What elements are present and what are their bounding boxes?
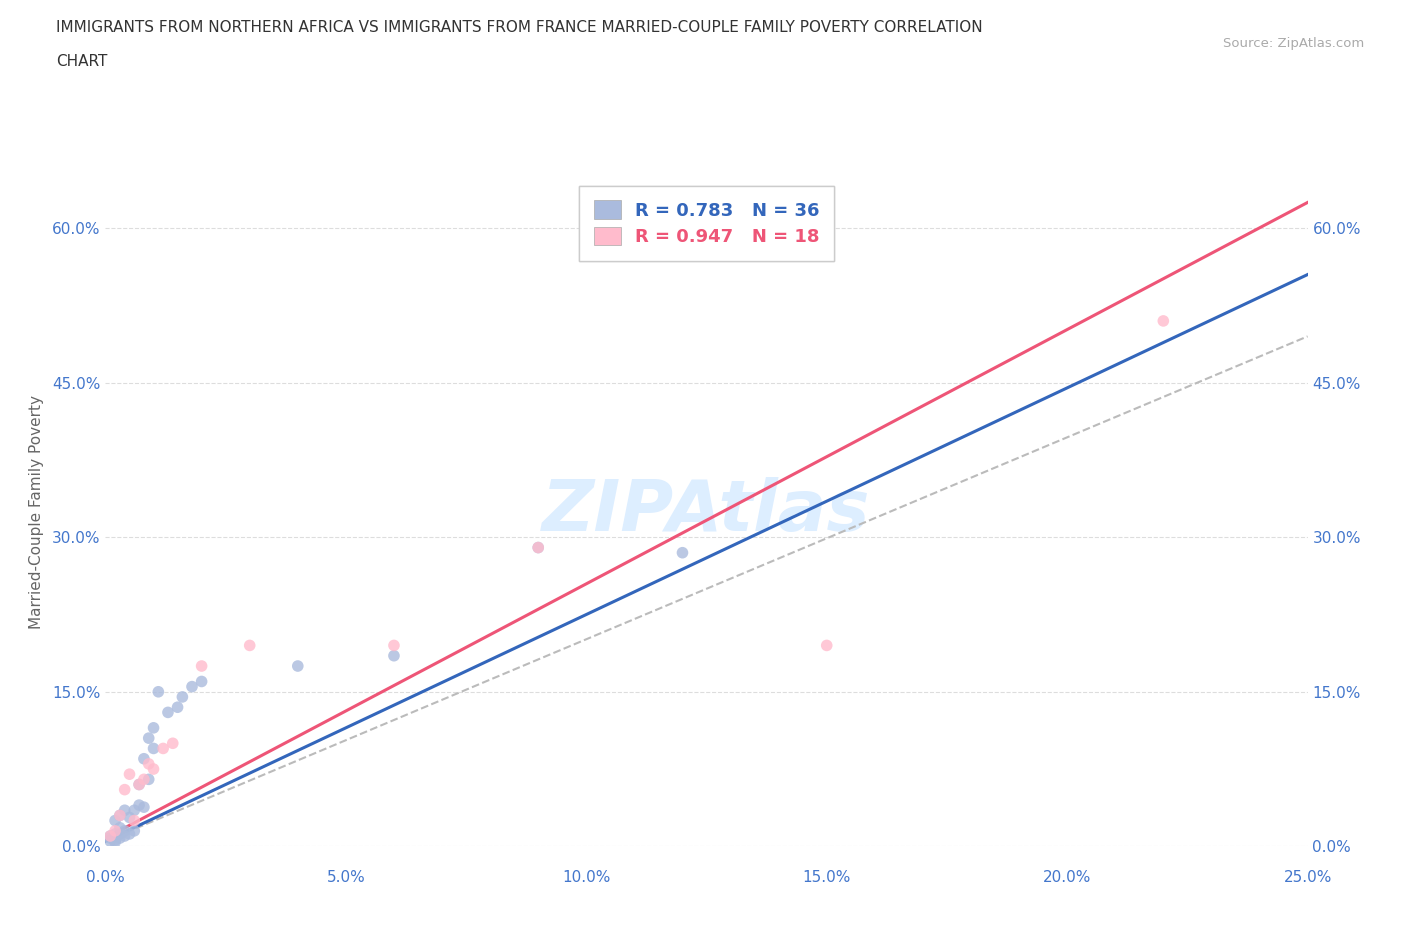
Point (104, 827, 127, 842)
Point (142, 741, 165, 756)
Point (527, 540, 550, 555)
Point (124, 823, 146, 838)
Point (124, 813, 146, 828)
Point (128, 777, 150, 792)
Point (172, 689, 194, 704)
Point (108, 808, 131, 823)
Point (138, 772, 160, 787)
Point (98, 829, 121, 844)
Point (128, 798, 150, 813)
Point (128, 777, 150, 792)
Point (671, 545, 693, 560)
Point (162, 736, 184, 751)
Point (98, 833, 121, 848)
Text: 15.0%: 15.0% (803, 870, 851, 884)
Point (108, 827, 131, 842)
Point (382, 648, 405, 663)
Point (287, 658, 309, 673)
Point (108, 830, 131, 845)
Text: IMMIGRANTS FROM NORTHERN AFRICA VS IMMIGRANTS FROM FRANCE MARRIED-COUPLE FAMILY : IMMIGRANTS FROM NORTHERN AFRICA VS IMMIG… (56, 20, 983, 35)
Point (104, 832, 127, 847)
Point (527, 540, 550, 555)
Point (114, 823, 136, 838)
Point (104, 835, 127, 850)
Point (124, 803, 146, 817)
Point (190, 658, 212, 673)
Point (239, 638, 262, 653)
Point (382, 638, 405, 653)
Point (152, 741, 174, 756)
Point (118, 827, 141, 842)
Text: 25.0%: 25.0% (1284, 870, 1331, 884)
Y-axis label: Married-Couple Family Poverty: Married-Couple Family Poverty (28, 394, 44, 629)
Point (142, 721, 165, 736)
Point (132, 772, 155, 787)
Point (156, 705, 179, 720)
Point (132, 800, 155, 815)
Legend: R = 0.783   N = 36, R = 0.947   N = 18: R = 0.783 N = 36, R = 0.947 N = 18 (579, 186, 834, 260)
Point (148, 684, 170, 699)
Point (104, 823, 127, 838)
Point (118, 810, 141, 825)
Point (132, 751, 155, 766)
Point (98, 829, 121, 844)
Point (108, 808, 131, 823)
Text: 20.0%: 20.0% (1043, 870, 1091, 884)
Point (1152, 313, 1174, 328)
Point (815, 638, 838, 653)
Text: CHART: CHART (56, 54, 108, 69)
Point (138, 756, 160, 771)
Text: Source: ZipAtlas.com: Source: ZipAtlas.com (1223, 37, 1364, 50)
Text: 0.0%: 0.0% (86, 870, 125, 884)
Point (138, 731, 160, 746)
Point (114, 782, 136, 797)
Point (114, 829, 136, 844)
Point (118, 766, 141, 781)
Point (190, 674, 212, 689)
Point (98, 830, 121, 845)
Text: ZIPAtlas: ZIPAtlas (543, 477, 870, 546)
Point (108, 820, 131, 835)
Text: 10.0%: 10.0% (562, 870, 610, 884)
Text: 5.0%: 5.0% (326, 870, 366, 884)
Point (104, 813, 127, 828)
Point (181, 679, 204, 694)
Point (142, 762, 165, 777)
Point (166, 699, 188, 714)
Point (114, 803, 136, 817)
